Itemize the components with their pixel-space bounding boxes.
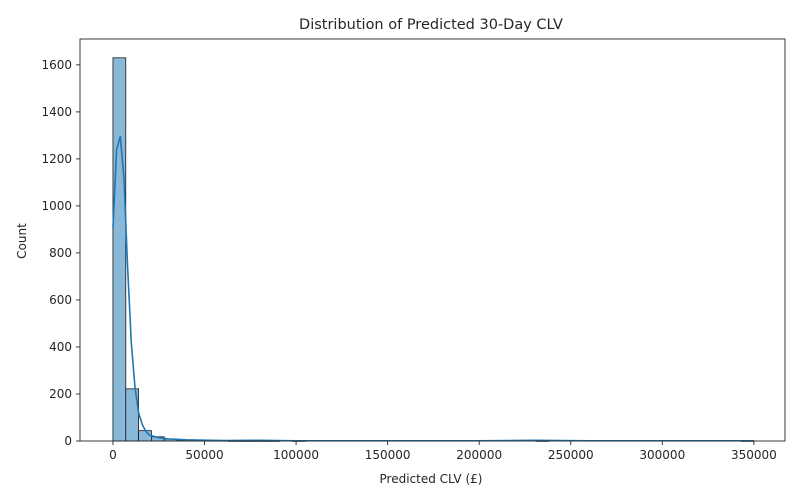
y-tick-label: 1200 (41, 152, 72, 166)
kde-curve-group (112, 135, 754, 442)
kde-line (112, 135, 754, 442)
x-tick-label: 200000 (456, 448, 502, 462)
y-axis-title: Count (15, 223, 29, 259)
x-tick-label: 150000 (365, 448, 411, 462)
x-tick-label: 350000 (731, 448, 777, 462)
y-tick-label: 0 (64, 434, 72, 448)
x-axis-ticks: 0 50000 100000 150000 200000 250000 300000 3500… (109, 441, 777, 462)
x-axis-title: Predicted CLV (£) (380, 472, 483, 486)
plot-frame (79, 38, 786, 442)
y-tick-label: 1600 (41, 58, 72, 72)
x-tick-label: 250000 (548, 448, 594, 462)
y-tick-label: 800 (49, 246, 72, 260)
y-axis-ticks: 0 200 400 600 800 1000 1200 1400 1600 (41, 58, 80, 448)
x-tick-label: 50000 (185, 448, 223, 462)
x-tick-label: 100000 (273, 448, 319, 462)
chart-title: Distribution of Predicted 30-Day CLV (299, 17, 563, 33)
y-tick-label: 1400 (41, 105, 72, 119)
x-tick-label: 300000 (639, 448, 685, 462)
y-tick-label: 600 (49, 293, 72, 307)
histogram-bars (112, 57, 755, 442)
x-tick-label: 0 (109, 448, 117, 462)
y-tick-label: 1000 (41, 199, 72, 213)
y-tick-label: 400 (49, 340, 72, 354)
y-tick-label: 200 (49, 387, 72, 401)
histogram-bar (112, 57, 127, 442)
